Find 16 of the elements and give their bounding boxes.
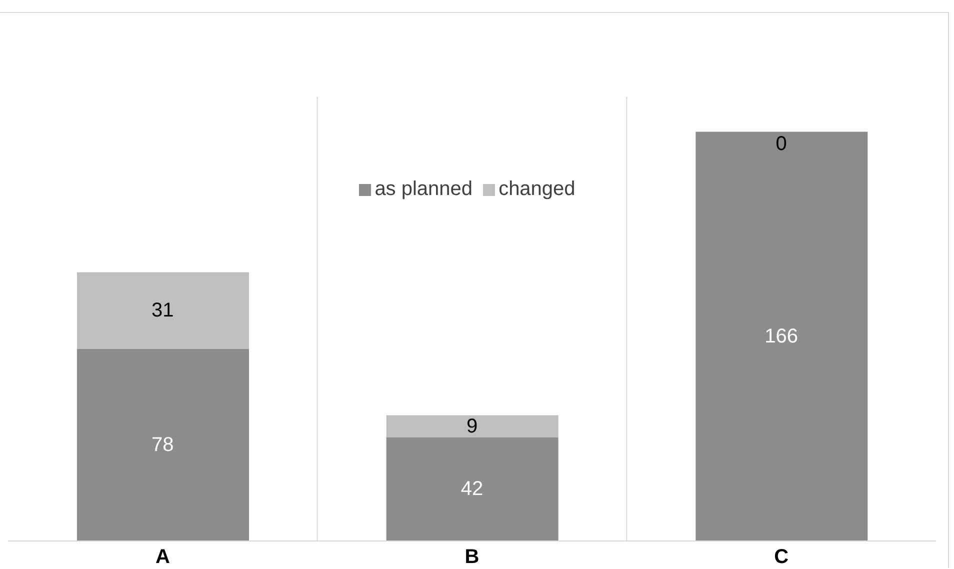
data-label: 31	[152, 300, 174, 322]
x-tick-label: B	[464, 546, 480, 568]
bar	[386, 415, 558, 438]
data-label: 9	[466, 415, 478, 438]
data-label: 166	[764, 325, 798, 348]
x-tick-label: C	[774, 546, 789, 568]
data-label: 78	[152, 434, 174, 456]
legend-label: as planned	[374, 178, 473, 200]
data-label: 42	[460, 478, 484, 500]
bar	[77, 348, 249, 541]
legend-label: changed	[498, 178, 576, 200]
bar	[386, 437, 558, 541]
x-tick-label: A	[155, 546, 170, 568]
bar	[77, 272, 249, 349]
data-label: 0	[776, 132, 787, 155]
bar	[696, 132, 868, 541]
